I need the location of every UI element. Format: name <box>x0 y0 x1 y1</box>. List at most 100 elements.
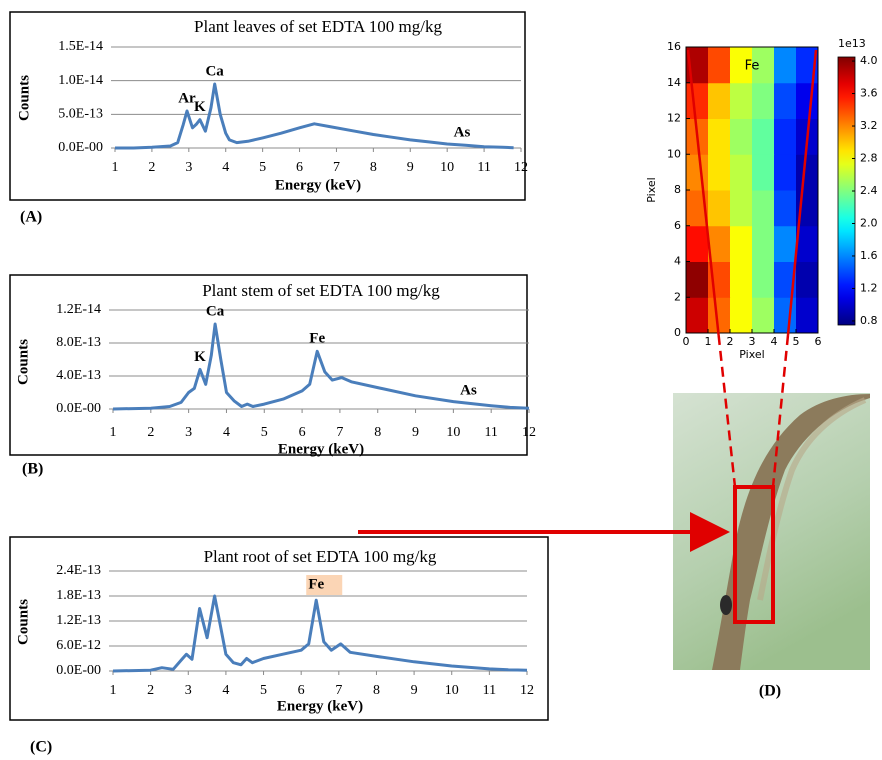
panel-label: (C) <box>30 739 52 756</box>
heat-cell <box>796 261 819 298</box>
x-tick-label: 12 <box>514 160 528 175</box>
y-tick-label: 0.0E-00 <box>56 663 101 678</box>
x-tick-label: 2 <box>147 425 154 440</box>
x-tick-label: 11 <box>484 425 497 440</box>
x-tick-label: 10 <box>445 683 459 698</box>
x-tick-label: 6 <box>299 425 306 440</box>
x-tick-label: 2 <box>147 683 154 698</box>
x-tick-label: 10 <box>440 160 454 175</box>
heat-cell <box>752 47 775 84</box>
y-tick-label: 5.0E-13 <box>58 107 103 122</box>
x-tick-label: 4 <box>222 683 229 698</box>
x-axis-label: Pixel <box>739 348 764 361</box>
heatmap-title: Fe <box>745 59 760 74</box>
colorbar-tick-label: 2.4 <box>860 184 878 197</box>
x-tick-label: 1 <box>705 335 712 348</box>
x-tick-label: 11 <box>483 683 496 698</box>
spectrum-line <box>112 594 528 673</box>
heat-cell <box>796 297 819 334</box>
annotation-highlight <box>306 575 343 595</box>
x-tick-label: 8 <box>374 425 381 440</box>
y-tick-label: 16 <box>667 40 681 53</box>
heat-cell <box>774 261 797 298</box>
callout <box>358 49 818 624</box>
annotation: As <box>460 383 477 399</box>
x-tick-label: 7 <box>335 683 342 698</box>
y-tick-label: 4.0E-13 <box>56 368 101 383</box>
heat-cell <box>730 154 753 191</box>
chart-title: Plant stem of set EDTA 100 mg/kg <box>202 281 440 300</box>
chart-frame <box>9 11 526 201</box>
x-tick-label: 5 <box>259 160 266 175</box>
heat-cell <box>686 154 709 191</box>
heat-cell <box>730 225 753 262</box>
heat-cell <box>730 190 753 227</box>
x-tick-label: 12 <box>522 425 536 440</box>
annotation: Ar <box>178 90 196 106</box>
spectrum-line <box>115 82 514 150</box>
x-tick-label: 4 <box>771 335 778 348</box>
y-tick-label: 1.2E-13 <box>56 613 101 628</box>
x-tick-label: 1 <box>110 425 117 440</box>
heat-cell <box>796 82 819 119</box>
x-tick-label: 9 <box>411 683 418 698</box>
heat-cell <box>796 225 819 262</box>
panel-label: (D) <box>759 683 781 700</box>
heat-cell <box>752 297 775 334</box>
spectrum-line <box>112 322 530 411</box>
y-axis-label: Counts <box>16 75 32 121</box>
x-tick-label: 11 <box>477 160 490 175</box>
heat-cell <box>752 118 775 155</box>
x-tick-label: 6 <box>296 160 303 175</box>
colorbar-tick-label: 3.6 <box>860 87 878 100</box>
x-axis-label: Energy (keV) <box>278 441 364 457</box>
chart-frame <box>9 274 528 456</box>
heat-cell <box>708 190 731 227</box>
x-tick-label: 6 <box>298 683 305 698</box>
annotation: Fe <box>309 331 325 347</box>
colorbar-tick-label: 4.0 <box>860 54 878 67</box>
x-tick-label: 3 <box>185 683 192 698</box>
panel-label: (B) <box>22 461 43 478</box>
x-tick-label: 6 <box>815 335 822 348</box>
y-axis-label: Counts <box>15 599 31 645</box>
colorbar-tick-label: 1.6 <box>860 249 878 262</box>
annotation: Fe <box>308 576 324 592</box>
y-tick-label: 0.0E-00 <box>58 140 103 155</box>
heat-cell <box>774 154 797 191</box>
heat-cell <box>708 118 731 155</box>
chart-title: Plant leaves of set EDTA 100 mg/kg <box>194 17 442 36</box>
x-tick-label: 10 <box>446 425 460 440</box>
y-tick-label: 1.0E-14 <box>58 73 103 88</box>
y-tick-label: 8 <box>674 183 681 196</box>
y-tick-label: 1.2E-14 <box>56 302 101 317</box>
heat-cell <box>752 82 775 119</box>
x-tick-label: 4 <box>223 425 230 440</box>
heat-cell <box>730 82 753 119</box>
y-tick-label: 1.5E-14 <box>58 39 103 54</box>
panel-label: (A) <box>20 209 42 226</box>
x-axis-label: Energy (keV) <box>277 698 363 714</box>
heat-cell <box>708 297 731 334</box>
heat-cell <box>774 118 797 155</box>
heat-cell <box>752 261 775 298</box>
annotation: K <box>194 349 206 365</box>
x-tick-label: 5 <box>261 425 268 440</box>
x-axis-label: Energy (keV) <box>275 177 361 193</box>
x-tick-label: 9 <box>412 425 419 440</box>
annotation: As <box>454 124 471 140</box>
x-tick-label: 5 <box>260 683 267 698</box>
x-tick-label: 4 <box>222 160 229 175</box>
colorbar-label: 1e13 <box>838 37 866 50</box>
heat-cell <box>686 82 709 119</box>
x-tick-label: 8 <box>370 160 377 175</box>
heat-cell <box>730 261 753 298</box>
heat-cell <box>686 225 709 262</box>
x-tick-label: 7 <box>333 160 340 175</box>
colorbar-tick-label: 3.2 <box>860 119 878 132</box>
y-tick-label: 6 <box>674 219 681 232</box>
y-tick-label: 12 <box>667 112 681 125</box>
x-tick-label: 2 <box>727 335 734 348</box>
chart-frame <box>9 536 549 721</box>
